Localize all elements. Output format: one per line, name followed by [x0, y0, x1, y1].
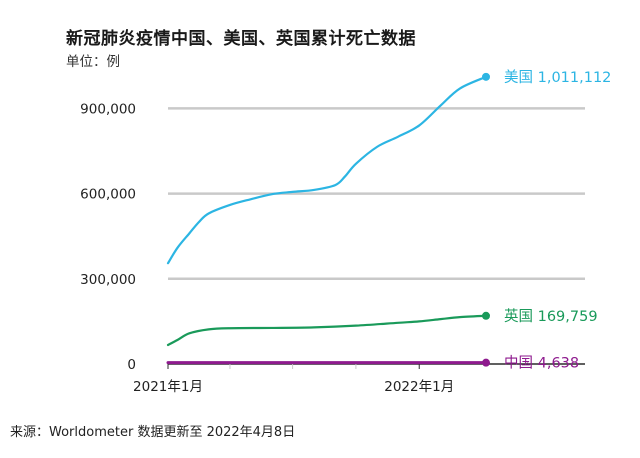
series-line-uk — [166, 314, 488, 347]
end-label-us: 美国 1,011,112 — [504, 69, 611, 86]
end-label-cn: 中国 4,638 — [504, 355, 579, 372]
end-point-uk — [482, 311, 490, 320]
grid-layer — [167, 107, 585, 369]
end-point-cn — [482, 358, 490, 367]
x-tick-label: 2021年1月 — [133, 379, 203, 395]
source-note: 来源：Worldometer 数据更新至 2022年4月8日 — [10, 425, 296, 440]
y-tick-label: 300,000 — [80, 272, 136, 288]
y-tick-label: 900,000 — [80, 101, 136, 117]
end-point-us — [482, 72, 490, 81]
x-tick-label: 2022年1月 — [384, 379, 454, 395]
axis-layer: 0 300,000 600,000 900,000 2021年1月 2022年1月 — [80, 101, 454, 395]
end-label-uk: 英国 169,759 — [504, 307, 598, 325]
series-line-us — [166, 75, 488, 265]
series-layer: 美国 1,011,112 英国 169,759 中国 4,638 — [166, 69, 611, 372]
chart-title: 新冠肺炎疫情中国、美国、英国累计死亡数据 — [66, 29, 416, 49]
y-tick-label: 0 — [127, 357, 136, 373]
unit-label: 单位：例 — [66, 54, 120, 70]
y-tick-label: 600,000 — [80, 187, 136, 203]
